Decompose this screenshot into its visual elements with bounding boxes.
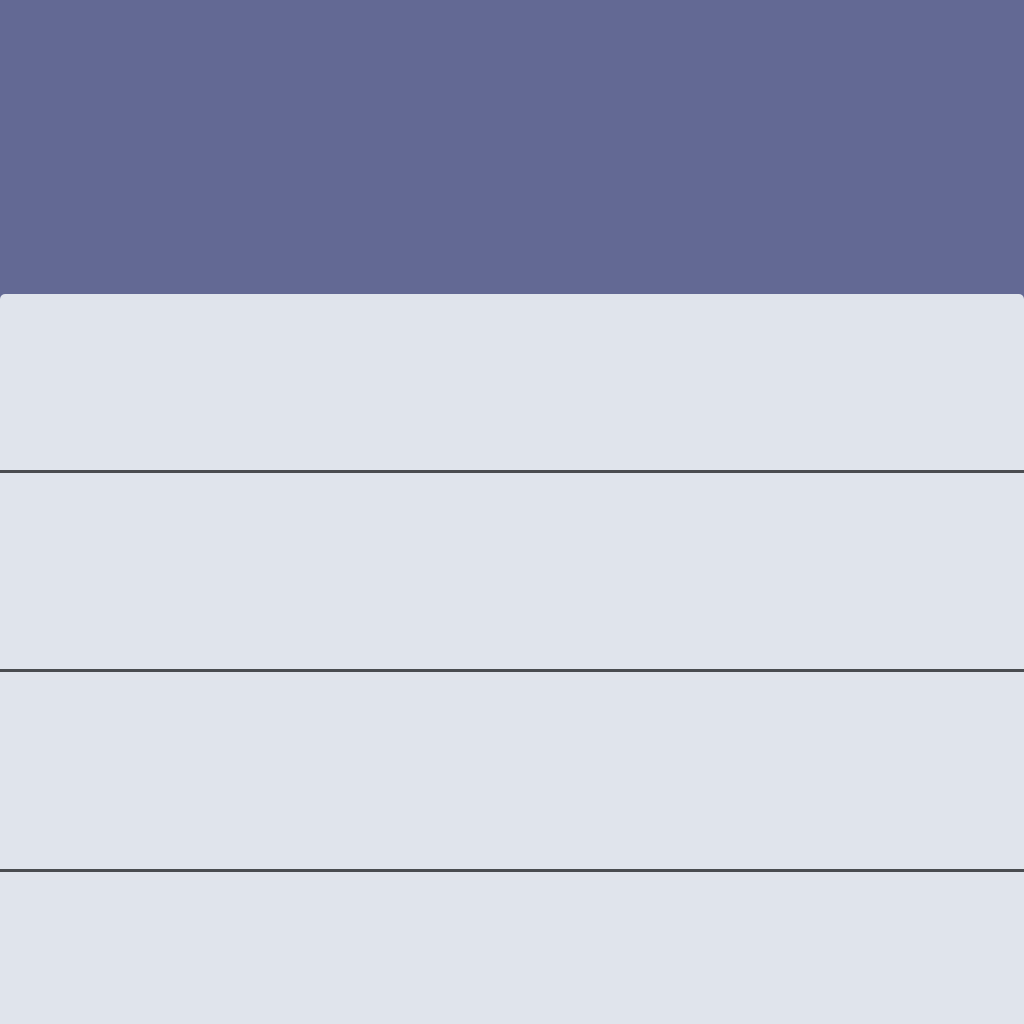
row-divider [0,470,1024,473]
list-item[interactable] [0,294,1024,472]
row-divider [0,669,1024,672]
content-sheet [0,294,1024,1024]
list-item[interactable] [0,871,1024,1024]
row-divider [0,869,1024,872]
list-item[interactable] [0,671,1024,871]
list-item[interactable] [0,472,1024,671]
app-header [0,0,1024,294]
